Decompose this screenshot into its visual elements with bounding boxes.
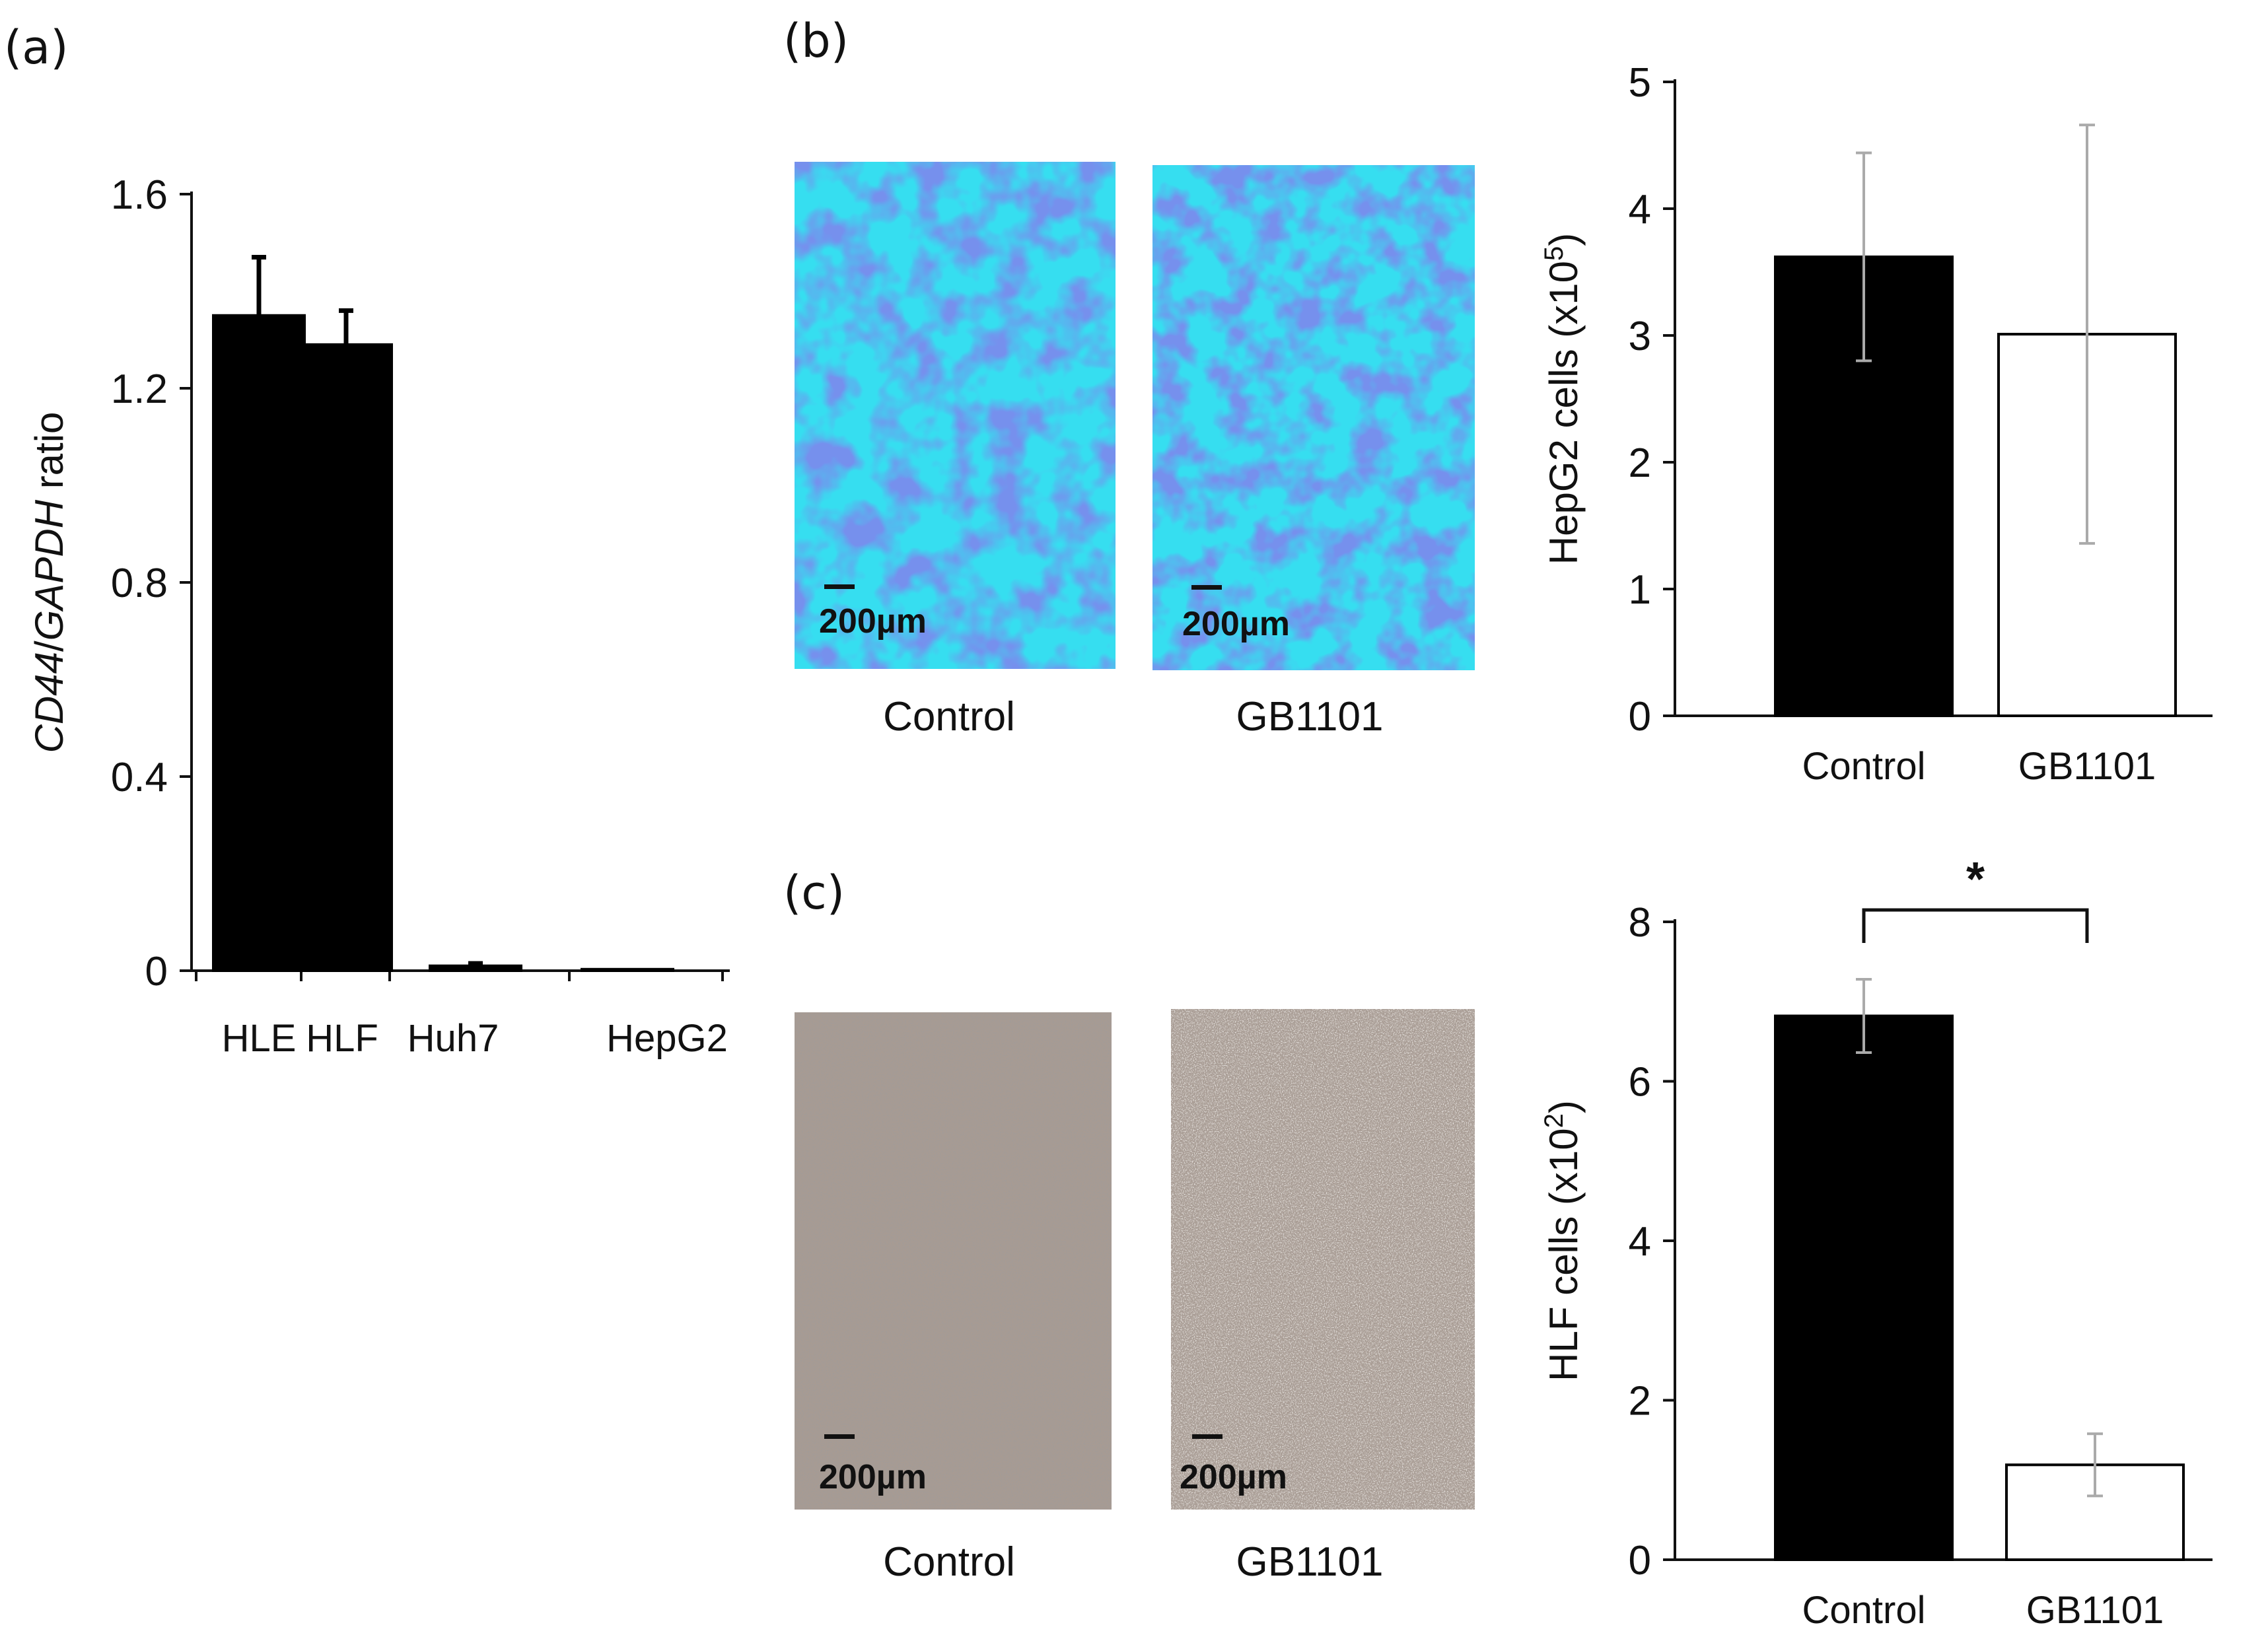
image-caption-b-control: Control bbox=[883, 694, 1015, 740]
image-caption-b-gb1101: GB1101 bbox=[1236, 694, 1384, 740]
chart-b: 0 1 2 3 4 5 Control GB1101 HepG2 cells (x105) bbox=[1540, 60, 2213, 788]
significance-marker: * bbox=[1966, 853, 1985, 906]
image-caption-c-control: Control bbox=[883, 1539, 1015, 1585]
y-tick-label: 0 bbox=[145, 949, 168, 994]
panel-label-a: (a) bbox=[4, 20, 69, 75]
x-category-label: HepG2 bbox=[606, 1017, 728, 1060]
scale-bar bbox=[824, 584, 855, 589]
scale-bar-label: 200µm bbox=[1182, 605, 1290, 643]
scale-bar-label: 200µm bbox=[1180, 1458, 1287, 1496]
y-tick-label: 1 bbox=[1629, 567, 1651, 613]
y-tick-label: 2 bbox=[1629, 440, 1651, 486]
bar bbox=[581, 967, 674, 973]
bar bbox=[1774, 1014, 1954, 1561]
micrograph-b-gb1101: 200µm bbox=[1152, 165, 1475, 670]
bar bbox=[429, 964, 522, 973]
x-category-label: GB1101 bbox=[2018, 745, 2156, 788]
micrograph-b-control: 200µm bbox=[795, 162, 1116, 669]
scale-bar bbox=[1191, 585, 1222, 590]
y-tick-label: 1.2 bbox=[111, 366, 168, 412]
y-tick-label: 0.4 bbox=[111, 755, 168, 800]
chart-c: 0 2 4 6 8 Control GB1101 HLF cells (x102) * bbox=[1540, 853, 2213, 1632]
image-caption-c-gb1101: GB1101 bbox=[1236, 1539, 1384, 1585]
micrograph-c-gb1101: 200µm bbox=[1171, 1009, 1475, 1510]
y-tick-label: 5 bbox=[1629, 60, 1651, 106]
bar bbox=[212, 314, 306, 972]
panel-label-c: (c) bbox=[783, 866, 845, 920]
x-category-label: GB1101 bbox=[2026, 1589, 2164, 1632]
significance-bracket bbox=[1862, 908, 2089, 943]
x-category-label: Control bbox=[1802, 745, 1926, 788]
y-tick-label: 1.6 bbox=[111, 172, 168, 218]
scale-bar-label: 200µm bbox=[819, 1458, 927, 1496]
y-tick-label: 4 bbox=[1629, 1219, 1651, 1265]
scale-bar bbox=[1192, 1434, 1223, 1439]
y-tick-label: 8 bbox=[1629, 900, 1651, 946]
scale-bar-label: 200µm bbox=[819, 602, 927, 641]
y-axis-title: HepG2 cells (x105) bbox=[1540, 233, 1586, 565]
panel-label-b: (b) bbox=[783, 14, 849, 68]
x-category-label: HLE bbox=[222, 1017, 297, 1060]
y-tick-label: 4 bbox=[1629, 187, 1651, 232]
y-tick-label: 3 bbox=[1629, 314, 1651, 359]
y-tick-label: 0 bbox=[1629, 694, 1651, 740]
scale-bar bbox=[824, 1434, 855, 1439]
bar bbox=[299, 343, 393, 972]
x-category-label: Control bbox=[1802, 1589, 1926, 1632]
y-tick-label: 2 bbox=[1629, 1379, 1651, 1424]
y-tick-label: 0.8 bbox=[111, 561, 168, 606]
y-axis-title: CD44/GAPDH ratio bbox=[27, 412, 71, 753]
y-axis-title: HLF cells (x102) bbox=[1540, 1100, 1586, 1381]
x-category-label: Huh7 bbox=[408, 1017, 499, 1060]
y-tick-label: 0 bbox=[1629, 1538, 1651, 1583]
micrograph-c-control: 200µm bbox=[795, 1012, 1112, 1510]
y-tick-label: 6 bbox=[1629, 1060, 1651, 1105]
x-category-label: HLF bbox=[306, 1017, 378, 1060]
chart-a: 0 0.4 0.8 1.2 1.6 HLE HLF Huh7 HepG2 CD44/GAPDH r… bbox=[27, 172, 730, 1060]
